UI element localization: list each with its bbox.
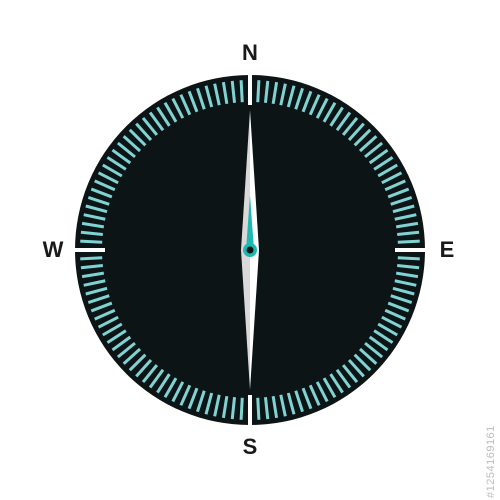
compass-figure: N E S W #1254169161	[0, 0, 500, 500]
compass-label-south: S	[243, 434, 258, 460]
watermark-text: #1254169161	[485, 425, 497, 498]
compass-label-east: E	[440, 237, 455, 263]
compass-label-west: W	[43, 237, 64, 263]
compass-label-north: N	[242, 40, 258, 66]
compass-icon	[0, 0, 500, 500]
